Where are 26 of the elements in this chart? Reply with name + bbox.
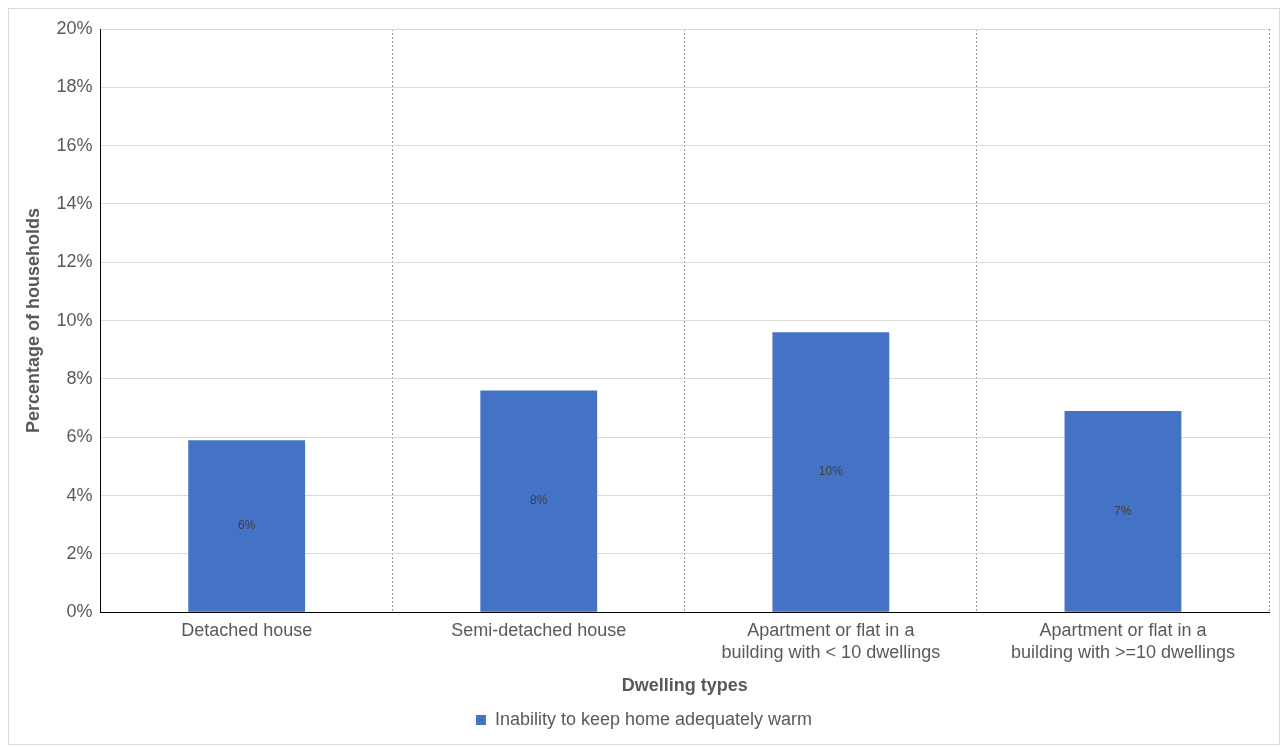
x-axis-title: Dwelling types [621, 675, 748, 696]
y-tick-label: 2% [66, 542, 93, 563]
y-axis-title: Percentage of households [22, 208, 43, 434]
y-tick-label: 8% [66, 367, 93, 388]
data-label: 7% [1114, 503, 1132, 518]
bar [1064, 411, 1182, 612]
y-tick-label: 0% [66, 601, 93, 622]
y-tick-label: 4% [66, 484, 93, 505]
y-tick-label: 10% [56, 309, 93, 330]
y-tick-label: 18% [56, 76, 93, 97]
x-tick-label: Detached house [181, 619, 313, 640]
bar [188, 440, 306, 612]
x-tick-label: Apartment or flat in a building with < 10 dwellings [721, 619, 941, 662]
y-tick-label: 12% [56, 251, 93, 272]
bar [772, 332, 890, 612]
y-tick-label: 6% [66, 426, 93, 447]
legend-label: Inability to keep home adequately warm [494, 708, 813, 729]
y-tick-label: 20% [56, 17, 93, 38]
data-label: 8% [530, 493, 548, 508]
x-tick-label: Apartment or flat in a building with >=10 dwellings [1010, 619, 1236, 662]
bar [480, 390, 598, 612]
y-tick-label: 16% [56, 134, 93, 155]
y-tick-label: 14% [56, 192, 93, 213]
data-label: 10% [818, 464, 844, 479]
data-label: 6% [238, 518, 256, 533]
x-tick-label: Semi-detached house [451, 619, 627, 640]
